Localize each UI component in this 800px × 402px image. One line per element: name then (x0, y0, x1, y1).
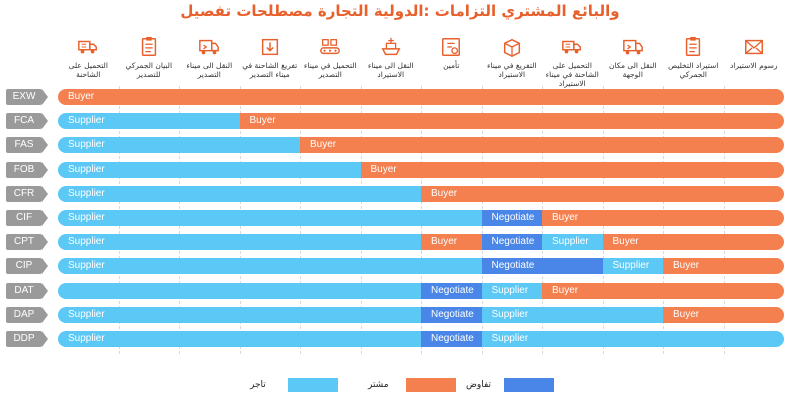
package-icon (503, 38, 520, 57)
column-label: التحميل على الشاحنة (68, 61, 108, 79)
column-header: النقل الى مكان الوجهة (603, 36, 663, 79)
supplier-segment: Supplier (58, 210, 482, 226)
supplier-segment (58, 282, 421, 299)
column-label: تفريغ الشاحنة في ميناء التصدير (242, 61, 298, 79)
conveyor-icon (320, 39, 341, 55)
column-label: البيان الجمركي للتصدير (125, 61, 173, 79)
column-header: التحميل على الشاحنة (58, 36, 118, 79)
buyer-segment: Buyer (300, 137, 784, 154)
column-label: تأمين (443, 61, 460, 70)
column-header: البيان الجمركي للتصدير (119, 36, 179, 79)
column-header: التحميل على الشاحنة في ميناء الاستيراد (542, 36, 602, 88)
incoterm-label: DDP (6, 331, 48, 347)
buyer-segment: Buyer (663, 258, 784, 275)
supplier-segment: Supplier (58, 185, 421, 202)
supplier-segment: Supplier (481, 306, 663, 323)
incoterm-label: DAT (6, 282, 48, 299)
buyer-segment: Buyer (421, 234, 482, 251)
buyer-segment: Buyer (602, 234, 784, 251)
supplier-segment: Supplier (58, 113, 240, 130)
negotiate-segment: Negotiate (421, 331, 482, 347)
incoterm-label: EXW (6, 89, 48, 105)
box-unload-icon (261, 38, 278, 56)
column-header: التحميل في ميناء التصدير (300, 36, 360, 79)
incoterm-label: FAS (6, 137, 48, 154)
negotiate-segment: Negotiate (421, 282, 482, 299)
incoterm-label: FOB (6, 161, 48, 178)
supplier-segment: Supplier (542, 234, 603, 251)
legend-label: مشتر (368, 380, 389, 390)
legend-swatch (504, 378, 554, 392)
truck-loading-icon (78, 40, 98, 54)
legend-label: تاجر (250, 380, 266, 390)
buyer-segment: Buyer (542, 282, 784, 299)
column-header: النقل الى ميناء التصدير (179, 36, 239, 79)
buyer-segment: Buyer (360, 161, 784, 178)
incoterm-label: CIP (6, 258, 48, 275)
supplier-segment: Supplier (58, 258, 482, 275)
negotiate-segment: Negotiate (481, 258, 603, 275)
legend-swatch (406, 378, 456, 392)
column-header: تأمين (421, 36, 481, 70)
column-label: النقل الى ميناء التصدير (186, 61, 233, 79)
clipboard-icon (141, 36, 156, 56)
supplier-segment: Supplier (58, 331, 421, 347)
delivery-truck-icon (199, 39, 220, 55)
legend-swatch (288, 378, 338, 392)
buyer-segment: Buyer (542, 210, 784, 226)
buyer-segment: Buyer (421, 185, 784, 202)
column-header: استيراد التخليص الجمركي (663, 36, 723, 79)
negotiate-segment: Negotiate (481, 234, 542, 251)
column-header: التفريغ في ميناء الاستيراد (482, 36, 542, 79)
buyer-segment: Buyer (58, 89, 784, 105)
negotiate-segment: Negotiate (421, 306, 482, 323)
column-label: النقل الى مكان الوجهة (609, 61, 657, 79)
diagram-title: والبائع المشتري التزامات :الدولية التجار… (180, 2, 620, 20)
supplier-segment: Supplier (602, 258, 663, 275)
incoterm-label: CIF (6, 210, 48, 226)
insurance-icon (442, 38, 461, 56)
supplier-segment: Supplier (58, 306, 421, 323)
column-label: التحميل على الشاحنة في ميناء الاستيراد (545, 61, 599, 88)
column-label: استيراد التخليص الجمركي (668, 61, 719, 79)
column-header: رسوم الاستيراد (724, 36, 784, 70)
incoterm-label: DAP (6, 306, 48, 323)
incoterm-label: CFR (6, 185, 48, 202)
legend-label: تفاوض (466, 380, 492, 390)
ship-icon (381, 37, 401, 56)
supplier-segment: Supplier (481, 282, 542, 299)
column-header: النقل الى ميناء الاستيراد (361, 36, 421, 79)
incoterm-label: FCA (6, 113, 48, 130)
truck-loading-icon (562, 40, 582, 54)
delivery-truck-icon (622, 39, 643, 55)
column-label: النقل الى ميناء الاستيراد (367, 61, 414, 79)
buyer-segment: Buyer (239, 113, 784, 130)
column-header: تفريغ الشاحنة في ميناء التصدير (240, 36, 300, 79)
column-label: التفريغ في ميناء الاستيراد (486, 61, 537, 79)
supplier-segment: Supplier (58, 234, 421, 251)
incoterm-label: CPT (6, 234, 48, 251)
buyer-segment: Buyer (663, 306, 784, 323)
clipboard-icon (686, 36, 701, 56)
envelope-icon (744, 39, 763, 55)
supplier-segment: Supplier (58, 137, 300, 154)
supplier-segment: Supplier (481, 331, 784, 347)
negotiate-segment: Negotiate (481, 210, 542, 226)
column-label: التحميل في ميناء التصدير (303, 61, 357, 79)
column-label: رسوم الاستيراد (729, 61, 778, 70)
supplier-segment: Supplier (58, 161, 361, 178)
